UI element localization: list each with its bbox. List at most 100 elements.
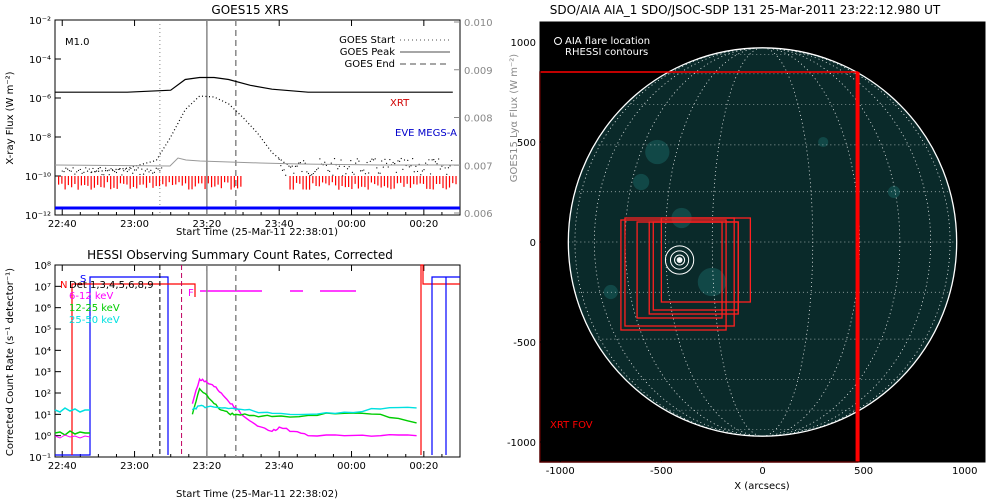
- goes-noise-dot: [72, 167, 74, 169]
- hessi-panel: HESSI Observing Summary Count Rates, Cor…: [5, 248, 461, 500]
- goes-noise-dot: [436, 163, 438, 165]
- hessi-title: HESSI Observing Summary Count Rates, Cor…: [87, 248, 393, 262]
- goes-noise-dot: [371, 158, 373, 160]
- goes-noise-dot: [283, 169, 285, 171]
- goes-noise-dot: [304, 162, 306, 164]
- aia-rhessi-box: [660, 217, 752, 303]
- goes-noise-dot: [103, 174, 105, 176]
- aia-y-ticks: 1000 500 0 -500 -1000: [507, 38, 546, 449]
- goes-noise-dot: [444, 167, 446, 169]
- goes-noise-dot: [333, 157, 336, 160]
- y-tick-label: 10⁻¹²: [25, 211, 51, 222]
- goes-noise-dot: [358, 160, 360, 162]
- goes-noise-dot: [402, 168, 404, 171]
- goes-noise-dot: [382, 166, 384, 168]
- goes-noise-dot: [423, 169, 425, 171]
- goes-noise-dot: [374, 158, 376, 160]
- goes-noise-dot: [438, 158, 440, 160]
- y-tick-label: 0: [530, 238, 536, 249]
- x-tick-label: -1000: [546, 466, 575, 477]
- y2-tick-label: 0.010: [464, 18, 493, 29]
- goes-noise-dot: [298, 162, 300, 164]
- goes-lya-curve: [54, 157, 460, 167]
- x-tick-label: 23:20: [192, 219, 221, 230]
- goes-noise-dot: [319, 158, 321, 160]
- goes-noise-dot: [150, 169, 152, 171]
- goes-noise-dot: [106, 170, 109, 172]
- goes-legend-start: GOES Start: [339, 35, 395, 46]
- x-tick-label: 500: [854, 466, 873, 477]
- goes-noise-dot: [425, 162, 427, 164]
- hessi-pre-6-12: [54, 434, 91, 439]
- goes-noise-dot: [355, 162, 357, 164]
- goes-noise-dot: [68, 170, 71, 172]
- goes-noise-dot: [117, 168, 119, 171]
- hessi-saa-state-line: [55, 276, 169, 456]
- goes-noise-dot: [400, 157, 402, 160]
- goes-noise-dot: [142, 173, 145, 175]
- goes-noise-dot: [306, 171, 308, 173]
- goes-noise-dot: [340, 159, 342, 161]
- y2-tick-label: 0.008: [464, 114, 493, 125]
- x-tick-label: 00:20: [409, 219, 438, 230]
- goes-noise-dot: [399, 160, 401, 162]
- x-tick-label: 23:40: [265, 461, 294, 472]
- aia-flare-contour: [664, 245, 695, 275]
- y-tick-label: 10⁷: [34, 282, 51, 293]
- goes-noise-dot: [314, 170, 316, 173]
- goes-noise-dot: [312, 172, 314, 175]
- goes-noise-dot: [121, 174, 123, 176]
- goes-noise-dot: [387, 166, 389, 168]
- goes-noise-dot: [416, 170, 419, 173]
- goes-noise-dot: [296, 165, 298, 167]
- goes-noise-dot: [144, 170, 147, 172]
- goes-noise-dot: [412, 157, 414, 160]
- hessi-x-ticks: 22:40 23:00 23:20 23:40 00:00 00:20: [48, 265, 443, 472]
- goes-noise-dot: [366, 161, 368, 164]
- goes-noise-dot: [395, 171, 397, 173]
- goes-noise-dot: [361, 170, 363, 172]
- aia-emission-patch: [603, 284, 618, 300]
- goes-noise-dot: [301, 170, 303, 173]
- goes-title: GOES15 XRS: [211, 3, 288, 17]
- goes-noise-dot: [291, 165, 293, 167]
- y-tick-label: 10⁵: [34, 325, 51, 336]
- goes-noise-dot: [112, 169, 114, 172]
- hessi-legend-6-12: 6-12 keV: [69, 291, 113, 302]
- hessi-legend-25-50: 25-50 keV: [69, 315, 120, 326]
- goes-noise-dot: [137, 167, 139, 169]
- goes-noise-dot: [449, 165, 451, 167]
- goes-noise-dot: [351, 171, 354, 173]
- aia-sun-disk: [568, 47, 957, 437]
- hessi-x-label: Start Time (25-Mar-11 22:38:02): [176, 489, 338, 500]
- aia-flare-contour: [669, 250, 690, 270]
- goes-noise-dot: [146, 168, 148, 170]
- goes-noise-dot: [92, 167, 94, 170]
- hessi-event-lines: [159, 265, 237, 457]
- y-tick-label: 10⁴: [34, 346, 51, 357]
- goes-noise-dot: [119, 167, 121, 170]
- aia-legend-circle-icon: [554, 37, 562, 45]
- y-tick-label: 10⁸: [34, 261, 51, 272]
- aia-legend-rhessi: RHESSI contours: [565, 47, 648, 58]
- goes-xrt-observation-bars: [58, 176, 457, 190]
- goes-noise-dot: [377, 172, 380, 174]
- y-tick-label: 10⁰: [34, 432, 51, 443]
- hessi-flag-f: F: [188, 288, 194, 299]
- goes-noise-dot: [332, 174, 334, 176]
- goes-noise-dot: [85, 167, 87, 169]
- hessi-legend-12-25: 12-25 keV: [69, 303, 120, 314]
- hessi-saa-state-line-2: [431, 276, 460, 455]
- aia-flare-contour: [676, 257, 683, 263]
- goes-noise-dot: [348, 166, 350, 168]
- goes-y-label: X-ray Flux (W m⁻²): [5, 71, 16, 164]
- hessi-plot-frame: [54, 264, 461, 458]
- goes-noise-dot: [94, 170, 96, 173]
- goes-noise-dot: [289, 166, 292, 168]
- goes-noise-dot: [372, 159, 375, 161]
- goes-noise-dot: [324, 161, 326, 163]
- goes-noise-dot: [345, 173, 347, 175]
- aia-flare-contour: [674, 254, 686, 266]
- goes-noise-dot: [364, 173, 367, 175]
- goes-noise-dot: [433, 159, 435, 161]
